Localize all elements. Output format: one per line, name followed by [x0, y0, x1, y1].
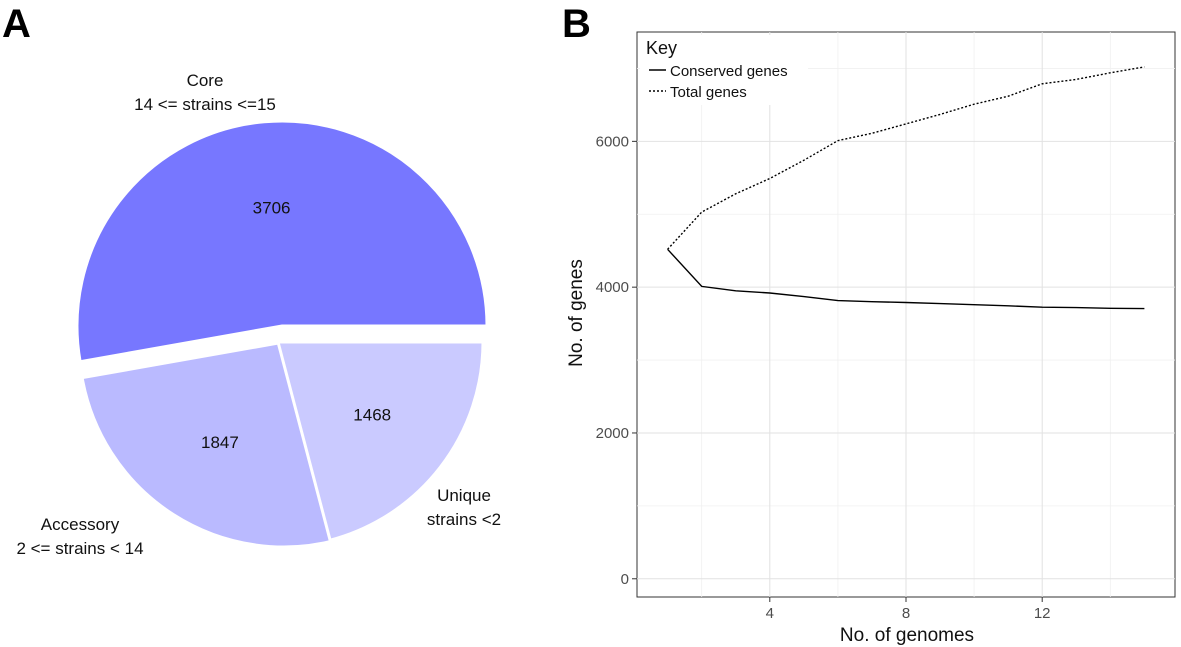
legend-label-conserved: Conserved genes — [670, 63, 788, 80]
pie-value-accessory: 1468 — [353, 406, 391, 425]
pie-slices — [75, 119, 489, 549]
y-tick-label: 4000 — [596, 279, 629, 296]
pie-value-labels: 3706 1847 1468 — [201, 199, 391, 453]
grid-lines — [637, 32, 1175, 597]
line-chart: 4 8 12 0 2000 4000 6000 No. of genomes No. of… — [566, 31, 1176, 646]
slice-label-unique-line2: strains <2 — [427, 510, 501, 529]
x-tick-label: 8 — [902, 605, 910, 622]
pie-slice-unique — [80, 340, 338, 549]
legend-label-total: Total genes — [670, 84, 747, 101]
pie-value-core: 3706 — [253, 199, 291, 218]
pie-slice-core — [75, 119, 489, 364]
pie-chart: 3706 1847 1468 Core 14 <= strains <=15 Uni… — [16, 71, 501, 558]
panel-a-letter: A — [2, 2, 31, 46]
pie-slice-accessory — [276, 340, 485, 543]
series-lines — [667, 66, 1145, 310]
series-line-total-genes — [667, 66, 1145, 250]
x-axis-ticks: 4 8 12 — [766, 597, 1051, 622]
x-tick-label: 4 — [766, 605, 774, 622]
slice-label-accessory-line2: 2 <= strains < 14 — [16, 539, 143, 558]
legend-title: Key — [646, 38, 677, 58]
pie-value-unique: 1847 — [201, 433, 239, 452]
y-tick-label: 0 — [621, 571, 629, 588]
x-axis-label: No. of genomes — [840, 625, 974, 646]
y-axis-ticks: 0 2000 4000 6000 — [596, 133, 637, 588]
y-tick-label: 2000 — [596, 425, 629, 442]
slice-label-accessory-line1: Accessory — [41, 515, 120, 534]
slice-label-unique-line1: Unique — [437, 486, 491, 505]
x-tick-label: 12 — [1034, 605, 1051, 622]
slice-label-core-line1: Core — [187, 71, 224, 90]
series-line-conserved-genes — [667, 248, 1145, 310]
slice-label-core-line2: 14 <= strains <=15 — [134, 95, 276, 114]
panel-b-letter: B — [562, 2, 591, 46]
legend: Key Conserved genes Total genes — [640, 35, 808, 105]
y-axis-label: No. of genes — [566, 259, 587, 367]
legend-box — [640, 35, 808, 105]
y-tick-label: 6000 — [596, 133, 629, 150]
